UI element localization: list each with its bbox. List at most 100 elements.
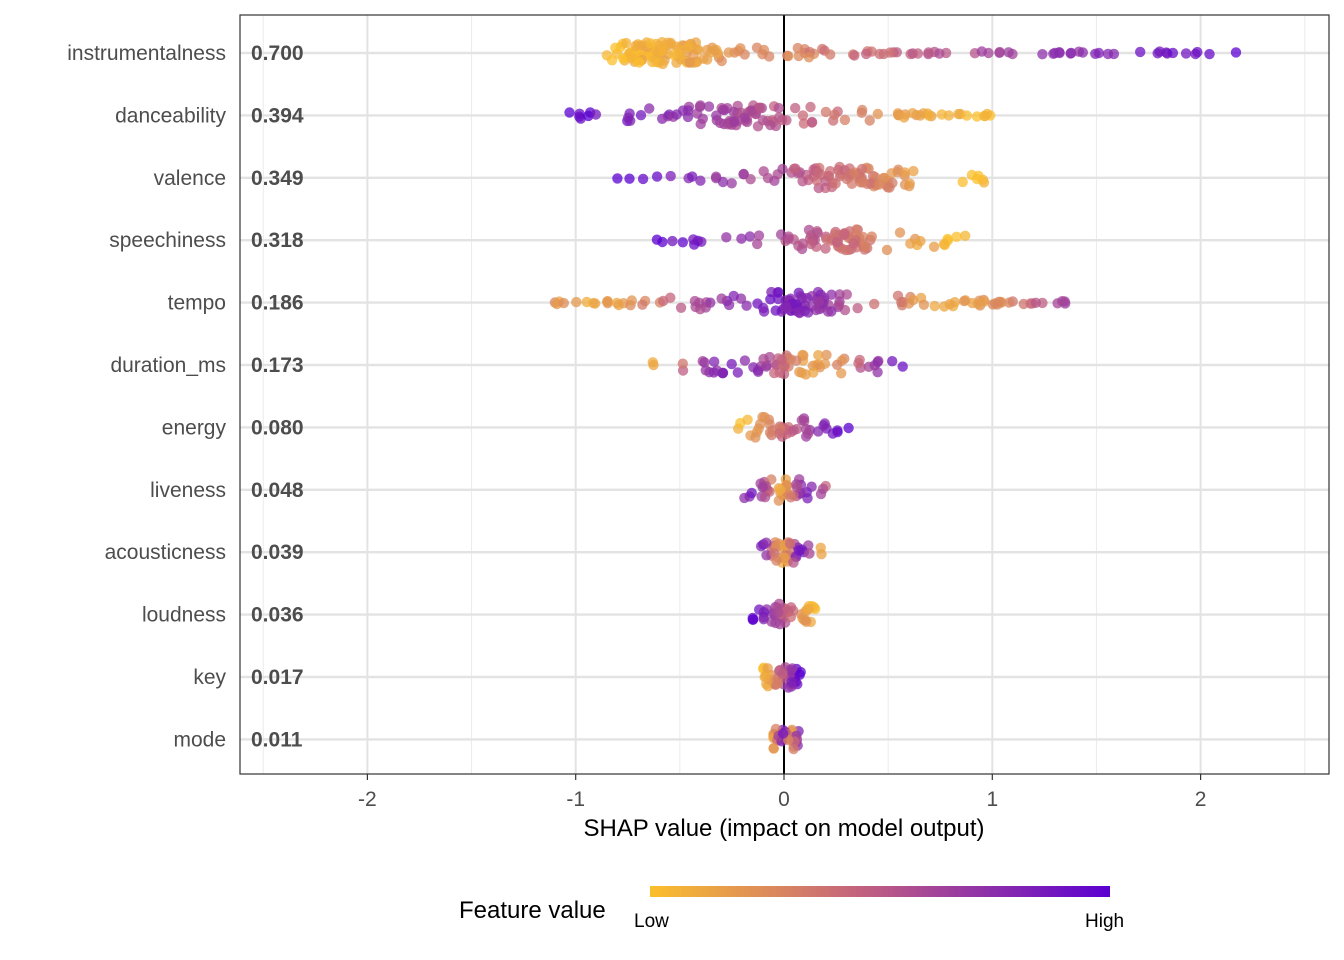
shap-point [897,361,908,372]
shap-point [773,102,784,114]
shap-point [762,663,773,674]
shap-point [695,118,706,130]
shap-point [943,110,954,121]
feature-label-energy: energy [162,416,227,439]
shap-point [1057,296,1068,307]
x-tick-label: -1 [566,788,585,811]
shap-point [864,115,875,126]
shap-point [813,167,824,178]
shap-point [797,110,809,121]
feature-label-instrumentalness: instrumentalness [67,42,226,65]
shap-point [794,545,805,556]
shap-point [819,358,831,369]
shap-point [698,53,709,64]
shap-point [671,57,682,68]
shap-point [634,57,645,68]
shap-point [732,367,743,378]
shap-point [853,358,864,369]
shap-point [785,354,796,365]
shap-point [784,538,796,549]
shap-point [899,167,911,178]
shap-point [833,299,845,311]
shap-point [637,173,649,185]
feature-points-mode [768,723,804,755]
shap-point [1003,47,1014,58]
shap-point [912,48,924,59]
shap-point [812,227,823,239]
feature-points-energy [733,411,854,443]
shap-point [645,38,656,49]
shap-point [765,119,776,131]
shap-point [1167,47,1179,59]
shap-point [612,173,623,184]
shap-point [644,103,655,114]
shap-point [630,40,642,51]
shap-point [752,121,764,132]
shap-point [695,175,706,186]
shap-point [872,356,883,368]
shap-point [758,353,769,365]
shap-point [851,224,862,235]
shap-point [803,52,815,63]
shap-point [972,298,984,310]
feature-points-tempo [549,286,1071,319]
shap-point [658,295,669,307]
shap-point [856,107,867,119]
shap-point [778,368,790,380]
x-tick-label: 2 [1195,788,1207,811]
shap-point [1154,46,1165,57]
shap-point [716,293,727,304]
shap-point [677,358,688,369]
shap-point [830,178,841,189]
shap-point [887,356,898,367]
shap-point [726,178,737,189]
shap-point [813,296,825,307]
shap-point [848,238,859,249]
shap-point [938,239,950,250]
shap-point [957,176,968,188]
shap-point [915,235,926,247]
shap-point [866,231,877,242]
shap-point [748,362,759,373]
feature-labels: instrumentalness 0.700 danceability 0.394 va… [67,42,304,751]
shap-point [951,231,962,242]
feature-label-danceability: danceability [115,104,226,127]
shap-point [775,484,786,495]
importance-label-energy: 0.080 [251,416,304,439]
shap-point [832,359,843,370]
shap-point [993,296,1004,307]
shap-point [759,671,770,683]
shap-point [839,229,850,240]
shap-point [772,606,784,618]
shap-point [823,170,834,182]
shap-point [846,178,858,189]
shap-point [1077,47,1089,58]
legend-color-bar [650,886,1110,897]
shap-point [971,111,983,122]
x-tick-label: 1 [986,788,998,811]
shap-point [861,48,872,60]
shap-point [738,169,749,180]
shap-point [849,50,860,61]
feature-points-acousticness [755,537,827,568]
shap-point [821,349,832,361]
feature-label-duration_ms: duration_ms [110,354,226,377]
shap-point [1192,46,1203,58]
shap-point [564,107,575,118]
shap-point [1037,49,1048,60]
shap-point [758,306,770,317]
shap-point [746,487,757,499]
shap-point [739,355,751,366]
shap-point [805,101,816,113]
shap-point [759,492,771,503]
shap-point [790,163,801,174]
shap-point [928,241,940,252]
shap-point [744,231,756,242]
shap-point [808,367,819,378]
shap-point [791,481,803,493]
shap-point [843,422,854,434]
x-axis-title: SHAP value (impact on model output) [583,815,984,842]
shap-point [904,178,915,189]
feature-points-instrumentalness [601,37,1242,70]
shap-point [825,49,836,60]
